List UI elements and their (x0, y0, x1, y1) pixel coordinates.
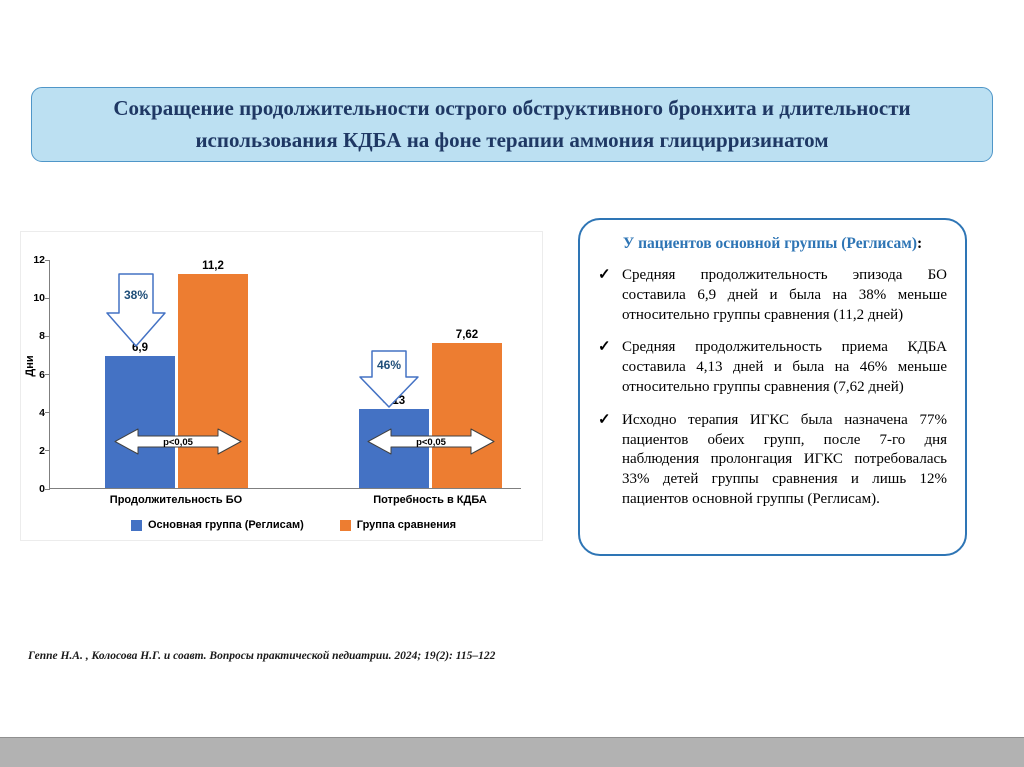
reduction-arrow-down-icon: 38% (106, 273, 166, 347)
y-axis-tick: 2 (39, 444, 45, 457)
bar-group-duration-bo: 6,9 11,2 (105, 259, 248, 488)
bullet-text: Средняя продолжительность эпизода БО сос… (622, 267, 947, 323)
significance-double-arrow-icon: p<0,05 (367, 428, 495, 455)
legend-label-primary: Основная группа (Реглисам) (147, 519, 304, 531)
y-axis-tick: 0 (39, 483, 45, 495)
bullet-text: Исходно терапия ИГКС была назначена 77% … (622, 411, 947, 507)
y-axis-tick: 4 (39, 406, 45, 419)
bullet-item: ✓ Средняя продолжительность приема КДБА … (598, 338, 947, 397)
check-icon: ✓ (598, 267, 611, 283)
legend-item-comparison: Группа сравнения (339, 519, 457, 531)
bar-comparison-kdba (432, 342, 502, 488)
plot-area: 6,9 11,2 4,13 7,62 (45, 259, 521, 490)
y-axis-tick: 10 (33, 292, 45, 305)
p-value-label: p<0,05 (416, 437, 447, 448)
y-axis-tick: 12 (33, 254, 45, 266)
bar-value-label: 11,2 (202, 260, 224, 273)
citation: Геппе Н.А. , Колосова Н.Г. и соавт. Вопр… (28, 650, 496, 662)
bar-column: 6,9 (105, 259, 175, 488)
chart-legend: Основная группа (Реглисам) Группа сравне… (33, 519, 554, 531)
p-value-label: p<0,05 (163, 437, 194, 448)
bottom-gray-bar (0, 737, 1024, 767)
legend-swatch-comparison (339, 519, 351, 531)
bar-column: 7,62 (432, 259, 502, 488)
bullet-item: ✓ Исходно терапия ИГКС была назначена 77… (598, 411, 947, 510)
reduction-percent-label: 46% (377, 358, 401, 372)
y-axis-tick-mark (45, 450, 50, 452)
bar-comparison-duration (178, 274, 248, 488)
bullet-item: ✓ Средняя продолжительность эпизода БО с… (598, 266, 947, 325)
summary-box: У пациентов основной группы (Реглисам): … (578, 218, 967, 556)
bar-group-kdba-need: 4,13 7,62 (359, 259, 502, 488)
check-icon: ✓ (598, 411, 611, 428)
y-axis-tick: 8 (39, 330, 45, 343)
legend-label-comparison: Группа сравнения (356, 519, 457, 531)
significance-double-arrow-icon: p<0,05 (114, 428, 242, 455)
x-category-kdba-need: Потребность в КДБА (373, 494, 487, 506)
bar-column: 11,2 (178, 259, 248, 488)
title-banner: Сокращение продолжительности острого обс… (31, 87, 993, 162)
bar-value-label: 7,62 (455, 328, 479, 341)
legend-item-primary: Основная группа (Реглисам) (130, 519, 304, 531)
y-axis-tick-labels: 0 2 4 6 8 10 12 (21, 254, 45, 495)
summary-heading-colon: : (917, 235, 923, 252)
legend-swatch-primary (130, 519, 142, 531)
y-axis-tick-mark (45, 412, 50, 414)
y-axis-tick-mark (45, 297, 50, 299)
bar-column: 4,13 (359, 259, 429, 488)
check-icon: ✓ (598, 339, 611, 356)
y-axis-tick-mark (45, 335, 50, 337)
y-axis-tick-mark (45, 259, 50, 261)
bar-primary-kdba (359, 409, 429, 488)
y-axis-tick: 6 (39, 368, 45, 381)
reduction-arrow-down-icon: 46% (359, 350, 419, 408)
reduction-percent-label: 38% (124, 288, 148, 302)
summary-heading: У пациентов основной группы (Реглисам): (598, 235, 947, 253)
slide: Сокращение продолжительности острого обс… (20, 87, 993, 662)
y-axis-tick-mark (45, 374, 50, 375)
bar-primary-duration (105, 356, 175, 488)
summary-heading-highlight: У пациентов основной группы (Реглисам) (622, 235, 917, 252)
slide-title: Сокращение продолжительности острого обс… (113, 96, 911, 152)
x-category-duration-bo: Продолжительность БО (109, 494, 243, 506)
bullet-text: Средняя продолжительность приема КДБА со… (622, 339, 947, 395)
y-axis-tick-mark (45, 488, 50, 490)
